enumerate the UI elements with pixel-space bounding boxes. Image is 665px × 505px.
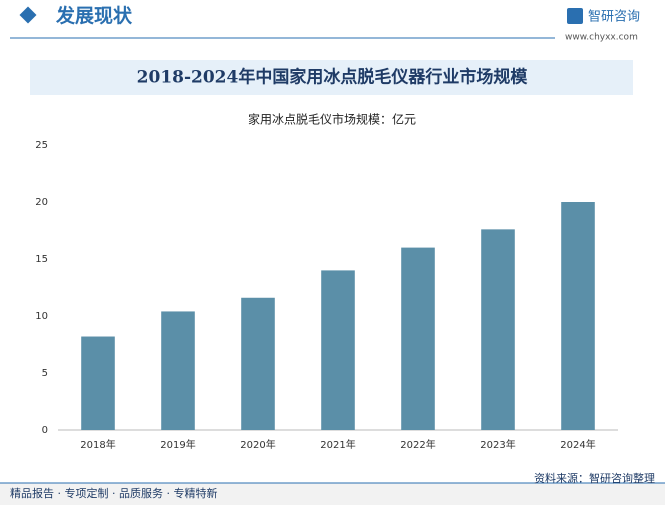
y-tick-label: 25 (35, 140, 48, 151)
bar (241, 297, 275, 430)
title-bar (30, 60, 633, 95)
x-tick-label: 2023年 (480, 438, 515, 451)
brand-logo (567, 8, 583, 24)
chart-title: 2018-2024年中国家用冰点脱毛仪器行业市场规模 (137, 67, 529, 88)
bar (81, 336, 115, 430)
footer-bar (0, 483, 665, 505)
y-tick-label: 5 (42, 368, 48, 379)
bar (161, 311, 195, 430)
x-tick-label: 2022年 (400, 438, 435, 451)
y-tick-label: 0 (42, 425, 48, 436)
y-tick-label: 20 (35, 197, 48, 208)
x-tick-label: 2020年 (240, 438, 275, 451)
y-tick-label: 15 (35, 254, 48, 265)
bar (561, 202, 595, 430)
source-note: 资料来源：智研咨询整理 (534, 471, 655, 485)
x-tick-label: 2019年 (160, 438, 195, 451)
bar (321, 270, 355, 430)
brand-url: www.chyxx.com (565, 33, 638, 43)
footer-tagline: 精品报告 · 专项定制 · 品质服务 · 专精特新 (10, 486, 217, 500)
x-tick-label: 2018年 (80, 438, 115, 451)
section-title: 发展现状 (55, 4, 133, 27)
bar (401, 247, 435, 430)
x-tick-label: 2021年 (320, 438, 355, 451)
bar (481, 229, 515, 430)
x-tick-label: 2024年 (560, 438, 595, 451)
chart-subtitle: 家用冰点脱毛仪市场规模：亿元 (248, 112, 416, 127)
brand-name: 智研咨询 (588, 10, 640, 25)
y-tick-label: 10 (35, 311, 48, 322)
